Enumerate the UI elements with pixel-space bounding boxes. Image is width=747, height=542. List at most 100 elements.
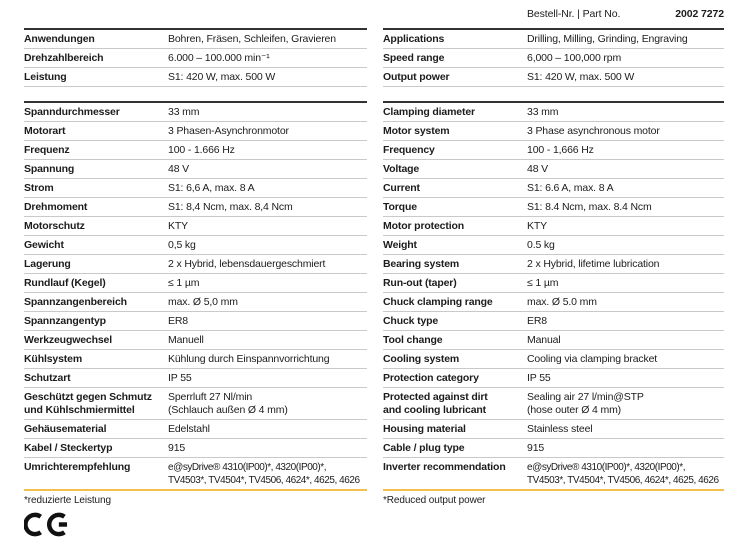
- footnote-german: *reduzierte Leistung: [24, 495, 111, 506]
- spec-row: Spannung 48 V: [24, 160, 367, 179]
- spec-label: Motorart: [24, 125, 66, 137]
- spec-label: Current: [383, 182, 420, 194]
- spec-row: Protected against dirt and cooling lubri…: [383, 388, 724, 420]
- spec-label: Motor protection: [383, 220, 465, 232]
- spec-label: Protected against dirt and cooling lubri…: [383, 391, 488, 416]
- spec-row: Motorart 3 Phasen-Asynchronmotor: [24, 122, 367, 141]
- spec-value: 33 mm: [168, 106, 200, 118]
- spec-value: 100 - 1,666 Hz: [527, 144, 594, 156]
- spec-row: Voltage 48 V: [383, 160, 724, 179]
- spec-row: Frequency 100 - 1,666 Hz: [383, 141, 724, 160]
- spec-row: Drehzahlbereich 6.000 – 100.000 min⁻¹: [24, 49, 367, 68]
- spec-label: Leistung: [24, 71, 67, 83]
- spec-label: Inverter recommendation: [383, 461, 506, 473]
- spec-row: Run-out (taper) ≤ 1 µm: [383, 274, 724, 293]
- spec-value: 100 - 1.666 Hz: [168, 144, 235, 156]
- spec-row: Speed range 6,000 – 100,000 rpm: [383, 49, 724, 68]
- spec-row: Torque S1: 8.4 Ncm, max. 8.4 Ncm: [383, 198, 724, 217]
- spec-row: Cooling system Cooling via clamping brack…: [383, 350, 724, 369]
- spec-row: Strom S1: 6,6 A, max. 8 A: [24, 179, 367, 198]
- spec-label: Frequency: [383, 144, 435, 156]
- spec-row: Housing material Stainless steel: [383, 420, 724, 439]
- spec-label: Drehzahlbereich: [24, 52, 104, 64]
- spec-row: Clamping diameter 33 mm: [383, 103, 724, 122]
- spec-row: Gehäusematerial Edelstahl: [24, 420, 367, 439]
- spec-value: 3 Phase asynchronous motor: [527, 125, 660, 137]
- spec-value: 2 x Hybrid, lifetime lubrication: [527, 258, 660, 270]
- spec-label: Kabel / Steckertyp: [24, 442, 113, 454]
- spec-value: 33 mm: [527, 106, 559, 118]
- spec-value: KTY: [527, 220, 547, 232]
- spec-row: Protection category IP 55: [383, 369, 724, 388]
- spec-row: Chuck type ER8: [383, 312, 724, 331]
- spec-row: Leistung S1: 420 W, max. 500 W: [24, 68, 367, 87]
- spec-row: Umrichterempfehlung e@syDrive® 4310(IP00)…: [24, 458, 367, 489]
- spec-row: Gewicht 0,5 kg: [24, 236, 367, 255]
- spec-value: Sealing air 27 l/min@STP (hose outer Ø 4…: [527, 391, 644, 416]
- spec-value: KTY: [168, 220, 188, 232]
- spec-value: ≤ 1 µm: [168, 277, 200, 289]
- spec-label: Spannung: [24, 163, 75, 175]
- spec-label: Gehäusematerial: [24, 423, 107, 435]
- spec-value: 3 Phasen-Asynchronmotor: [168, 125, 289, 137]
- spec-value: 6,000 – 100,000 rpm: [527, 52, 622, 64]
- spec-label: Werkzeugwechsel: [24, 334, 113, 346]
- spec-value: max. Ø 5,0 mm: [168, 296, 238, 308]
- spec-label: Housing material: [383, 423, 466, 435]
- spec-value: Drilling, Milling, Grinding, Engraving: [527, 33, 688, 45]
- spec-row: Rundlauf (Kegel) ≤ 1 µm: [24, 274, 367, 293]
- spec-label: Schutzart: [24, 372, 71, 384]
- spec-label: Speed range: [383, 52, 445, 64]
- spec-label: Lagerung: [24, 258, 71, 270]
- spec-row: Spannzangentyp ER8: [24, 312, 367, 331]
- spec-value: ER8: [168, 315, 188, 327]
- spec-row: Bearing system 2 x Hybrid, lifetime lubri…: [383, 255, 724, 274]
- spec-label: Chuck clamping range: [383, 296, 493, 308]
- spec-label: Clamping diameter: [383, 106, 475, 118]
- spec-label: Protection category: [383, 372, 479, 384]
- spec-row: Inverter recommendation e@syDrive® 4310(I…: [383, 458, 724, 489]
- spec-value: S1: 8.4 Ncm, max. 8.4 Ncm: [527, 201, 652, 213]
- spec-value: Cooling via clamping bracket: [527, 353, 658, 365]
- spec-row: Kabel / Steckertyp 915: [24, 439, 367, 458]
- spec-label: Spanndurchmesser: [24, 106, 120, 118]
- spec-label: Applications: [383, 33, 445, 45]
- ce-mark-icon: [24, 512, 68, 537]
- spec-row: Anwendungen Bohren, Fräsen, Schleifen, Gr…: [24, 30, 367, 49]
- spec-value: 48 V: [168, 163, 189, 175]
- footnote-english: *Reduced output power: [383, 495, 486, 506]
- order-number-value: 2002 7272: [675, 8, 724, 20]
- spec-table-english: Bestell-Nr. | Part No. 2002 7272 Applica…: [383, 0, 724, 506]
- spec-row: Motor system 3 Phase asynchronous motor: [383, 122, 724, 141]
- spec-label: Drehmoment: [24, 201, 88, 213]
- spec-value: S1: 6,6 A, max. 8 A: [168, 182, 255, 194]
- spec-value: e@syDrive® 4310(IP00)*, 4320(IP00)*, TV4…: [527, 462, 719, 486]
- spec-value: Kühlung durch Einspannvorrichtung: [168, 353, 330, 365]
- spec-value: 0.5 kg: [527, 239, 555, 251]
- spec-row: Kühlsystem Kühlung durch Einspannvorricht…: [24, 350, 367, 369]
- spec-label: Umrichterempfehlung: [24, 461, 131, 473]
- spec-label: Torque: [383, 201, 417, 213]
- spec-value: S1: 420 W, max. 500 W: [527, 71, 635, 83]
- spec-value: 6.000 – 100.000 min⁻¹: [168, 52, 270, 64]
- spec-value: 915: [527, 442, 545, 454]
- spec-value: Stainless steel: [527, 423, 593, 435]
- spec-label: Output power: [383, 71, 450, 83]
- spec-row: Schutzart IP 55: [24, 369, 367, 388]
- spec-value: Manuell: [168, 334, 204, 346]
- spec-value: ER8: [527, 315, 547, 327]
- spec-row: Frequenz 100 - 1.666 Hz: [24, 141, 367, 160]
- spec-label: Cable / plug type: [383, 442, 465, 454]
- spec-value: IP 55: [168, 372, 192, 384]
- spec-label: Cooling system: [383, 353, 460, 365]
- spec-row: Cable / plug type 915: [383, 439, 724, 458]
- spec-row: Tool change Manual: [383, 331, 724, 350]
- spec-value: IP 55: [527, 372, 551, 384]
- spec-label: Motor system: [383, 125, 450, 137]
- spec-label: Tool change: [383, 334, 443, 346]
- spec-value: S1: 6.6 A, max. 8 A: [527, 182, 614, 194]
- spec-table-german: Anwendungen Bohren, Fräsen, Schleifen, Gr…: [24, 0, 367, 538]
- spec-row: Werkzeugwechsel Manuell: [24, 331, 367, 350]
- spec-value: 2 x Hybrid, lebensdauergeschmiert: [168, 258, 326, 270]
- spec-label: Spannzangenbereich: [24, 296, 127, 308]
